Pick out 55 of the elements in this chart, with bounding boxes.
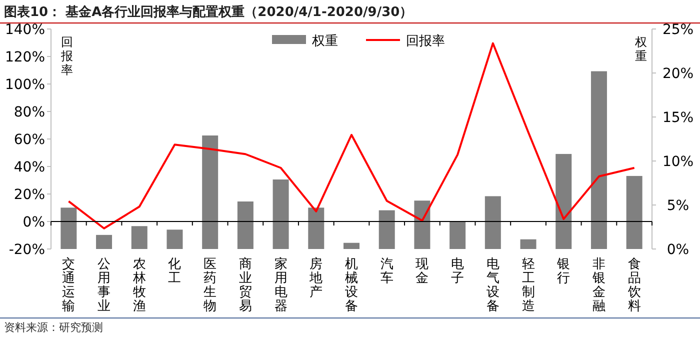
bar bbox=[308, 208, 324, 249]
bar bbox=[590, 71, 607, 249]
x-tick-label: 银行 bbox=[556, 257, 570, 286]
y-tick-label: 120% bbox=[4, 50, 45, 66]
bar bbox=[96, 234, 112, 249]
y2-tick-label: 5% bbox=[666, 198, 690, 214]
bar bbox=[556, 154, 572, 249]
x-tick-label: 非银金融 bbox=[591, 257, 606, 314]
x-tick-label: 轻工制造 bbox=[522, 257, 535, 314]
y2-tick-label: 10% bbox=[662, 154, 694, 170]
y2-tick-label: 15% bbox=[662, 110, 694, 126]
text: 资料来源：研究预测 bbox=[4, 321, 103, 334]
y2-tick-label: 25% bbox=[662, 22, 694, 38]
legend-label: 权重 bbox=[311, 34, 338, 49]
bar bbox=[450, 222, 466, 249]
x-tick-label: 公用事业 bbox=[98, 257, 111, 314]
bar bbox=[626, 176, 642, 249]
x-tick-label: 电气设备 bbox=[486, 257, 500, 314]
y-axis-title: 回报率 bbox=[60, 35, 73, 77]
x-tick-label: 电子 bbox=[451, 257, 464, 286]
bar bbox=[484, 196, 501, 249]
y-tick-label: 80% bbox=[14, 104, 45, 120]
bar bbox=[378, 210, 395, 249]
y-tick-label: 140% bbox=[4, 22, 45, 38]
x-tick-label: 交通运输 bbox=[62, 256, 76, 314]
bar bbox=[166, 230, 183, 249]
bar bbox=[344, 242, 360, 249]
bar bbox=[60, 208, 77, 249]
y-tick-label: 100% bbox=[4, 77, 45, 93]
legend-label: 回报率 bbox=[406, 33, 445, 49]
bar bbox=[414, 200, 430, 249]
x-tick-label: 房地产 bbox=[308, 256, 323, 300]
bar bbox=[131, 226, 148, 249]
y2-tick-label: 20% bbox=[662, 66, 694, 82]
y-tick-label: 0% bbox=[22, 214, 45, 230]
x-tick-label: 现金 bbox=[416, 257, 429, 286]
bar bbox=[237, 201, 254, 249]
x-tick-label: 商业贸易 bbox=[238, 257, 252, 314]
y-tick-label: -20% bbox=[8, 242, 45, 258]
chart-title: 图表10： 基金A各行业回报率与配置权重（2020/4/1-2020/9/30） bbox=[4, 4, 413, 20]
x-tick-label: 食品饮料 bbox=[626, 257, 641, 314]
y2-tick-label: 0% bbox=[666, 242, 690, 258]
x-tick-label: 家用电器 bbox=[274, 256, 288, 314]
y-tick-label: 20% bbox=[14, 187, 45, 203]
y-tick-label: 40% bbox=[14, 160, 45, 176]
x-tick-label: 农林牧渔 bbox=[132, 257, 146, 314]
bar bbox=[202, 135, 218, 249]
x-tick-label: 医药生物 bbox=[204, 257, 217, 314]
x-tick-label: 化工 bbox=[168, 257, 182, 286]
y-tick-label: 60% bbox=[14, 132, 45, 148]
x-tick-label: 机械设备 bbox=[345, 257, 358, 314]
y2-axis-title: 权重 bbox=[634, 35, 647, 63]
bar bbox=[520, 239, 536, 249]
bar bbox=[272, 179, 289, 249]
x-tick-label: 汽车 bbox=[380, 257, 394, 286]
